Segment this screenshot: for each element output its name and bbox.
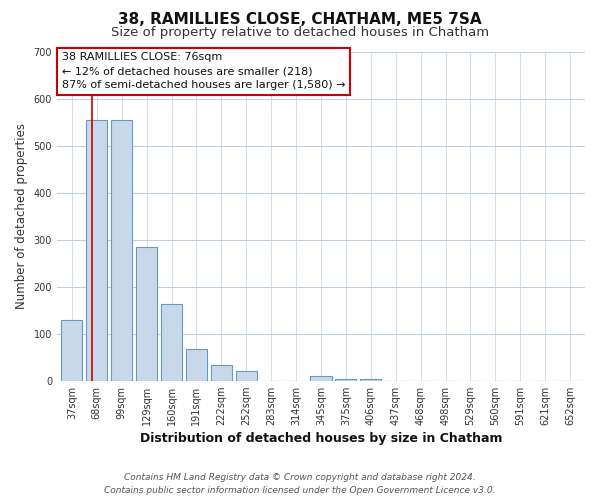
Bar xyxy=(211,365,232,380)
Bar xyxy=(186,348,207,380)
Bar xyxy=(86,120,107,380)
Text: Contains HM Land Registry data © Crown copyright and database right 2024.
Contai: Contains HM Land Registry data © Crown c… xyxy=(104,474,496,495)
Bar xyxy=(236,372,257,380)
Bar xyxy=(161,304,182,380)
Text: Size of property relative to detached houses in Chatham: Size of property relative to detached ho… xyxy=(111,26,489,39)
Bar xyxy=(136,246,157,380)
Bar xyxy=(61,320,82,380)
Y-axis label: Number of detached properties: Number of detached properties xyxy=(15,123,28,309)
Bar xyxy=(111,120,132,380)
Bar xyxy=(335,379,356,380)
Bar xyxy=(310,376,332,380)
Text: 38 RAMILLIES CLOSE: 76sqm
← 12% of detached houses are smaller (218)
87% of semi: 38 RAMILLIES CLOSE: 76sqm ← 12% of detac… xyxy=(62,52,346,90)
X-axis label: Distribution of detached houses by size in Chatham: Distribution of detached houses by size … xyxy=(140,432,502,445)
Text: 38, RAMILLIES CLOSE, CHATHAM, ME5 7SA: 38, RAMILLIES CLOSE, CHATHAM, ME5 7SA xyxy=(118,12,482,28)
Bar xyxy=(360,379,382,380)
